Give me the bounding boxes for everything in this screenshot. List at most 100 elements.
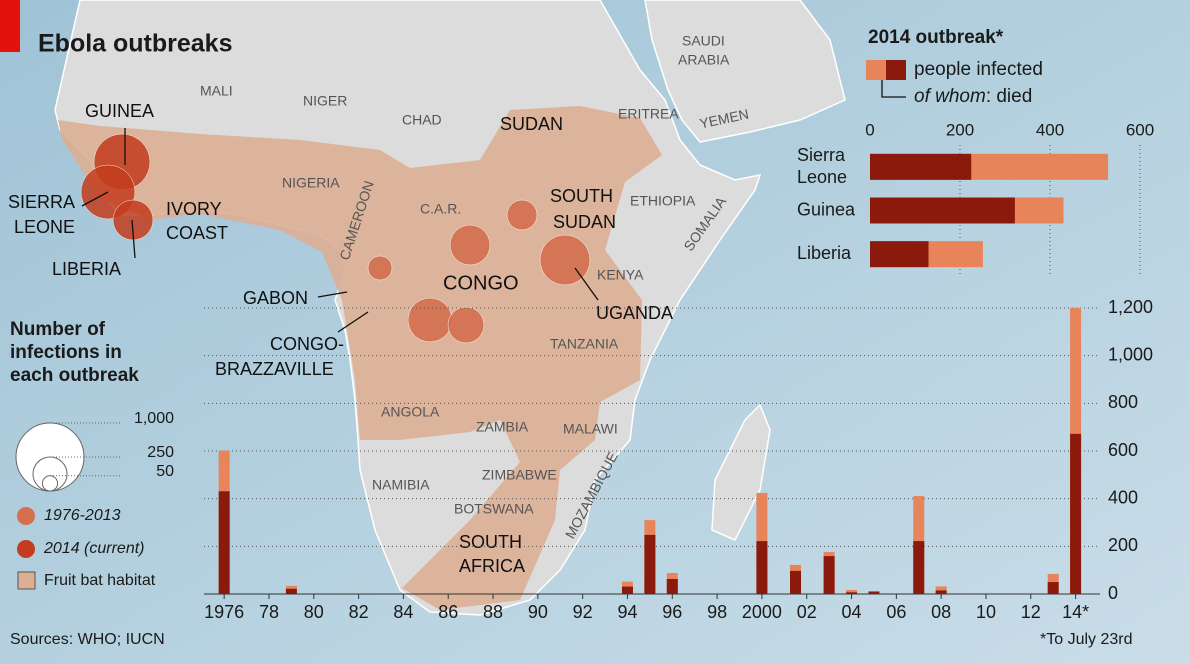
category-label: Sierra Leone [797, 145, 847, 187]
arabia [644, 0, 846, 143]
y-tick-label: 600 [1108, 440, 1138, 460]
country-label: ZIMBABWE [482, 467, 557, 483]
country-label: GUINEA [85, 101, 154, 121]
x-tick-label: 94 [617, 602, 637, 622]
country-label: MALI [200, 83, 233, 99]
legend-label: 2014 (current) [43, 540, 145, 557]
leader [574, 267, 599, 301]
bar [913, 541, 925, 594]
country-label: ANGOLA [381, 404, 440, 420]
x-tick-label: 86 [438, 602, 458, 622]
bar [935, 590, 947, 594]
country-label: SOUTH [550, 186, 613, 206]
y-tick-label: 0 [1108, 583, 1118, 603]
leader [317, 291, 348, 298]
legend-swatch [17, 507, 35, 525]
bar [756, 541, 768, 594]
x-tick-label: 84 [393, 602, 413, 622]
x-tick-label: 04 [842, 602, 862, 622]
past-outbreak [407, 297, 453, 343]
bar [621, 586, 633, 594]
x-tick-label: 400 [1036, 120, 1064, 139]
past-outbreak [367, 255, 393, 281]
country-label: ETHIOPIA [630, 193, 696, 209]
x-tick-label: 08 [931, 602, 951, 622]
x-tick-label: 600 [1126, 120, 1154, 139]
x-tick-label: 92 [573, 602, 593, 622]
country-label: ERITREA [618, 106, 679, 122]
country-label: GABON [243, 288, 308, 308]
legend-connector [881, 76, 906, 98]
x-tick-label: 88 [483, 602, 503, 622]
bar [823, 556, 835, 594]
country-label: LIBERIA [52, 259, 121, 279]
bar [1070, 433, 1082, 594]
x-tick-label: 0 [865, 120, 874, 139]
x-tick-label: 200 [946, 120, 974, 139]
y-tick-label: 1,000 [1108, 344, 1153, 364]
past-outbreak [449, 224, 491, 266]
country-label: SAUDI [682, 33, 725, 49]
x-tick-label: 96 [662, 602, 682, 622]
bat-habitat [58, 106, 662, 610]
x-tick-label: 10 [976, 602, 996, 622]
country-label: SIERRA [8, 192, 75, 212]
country-label: UGANDA [596, 303, 673, 323]
leaders [81, 128, 599, 333]
leader [131, 219, 136, 259]
country-label: IVORY [166, 199, 222, 219]
bar [846, 589, 858, 594]
footnote: *To July 23rd [1040, 631, 1133, 648]
x-tick-label: 78 [259, 602, 279, 622]
x-tick-label: 02 [797, 602, 817, 622]
size-label: 1,000 [134, 410, 174, 427]
x-tick-label: 80 [304, 602, 324, 622]
country-label: ZAMBIA [476, 419, 529, 435]
country-label: CONGO [443, 272, 519, 294]
map: MALI NIGER CHAD SUDAN ERITREA YEMEN SAUD… [8, 0, 846, 616]
country-label: NIGERIA [282, 175, 340, 191]
x-tick-label: 2000 [742, 602, 782, 622]
leader [81, 191, 109, 207]
bar [644, 534, 656, 594]
country-label: MALAWI [563, 421, 618, 437]
legend-swatch [17, 540, 35, 558]
bar [870, 153, 972, 180]
y-tick-label: 400 [1108, 487, 1138, 507]
past-outbreak [447, 306, 485, 344]
leader [337, 311, 369, 333]
country-label: ARABIA [678, 52, 730, 68]
x-tick-label: 06 [886, 602, 906, 622]
bar [870, 241, 929, 268]
country-label: BRAZZAVILLE [215, 359, 334, 379]
x-tick-label: 82 [349, 602, 369, 622]
country-label: SOUTH [459, 532, 522, 552]
bar [285, 588, 297, 594]
country-label: SUDAN [553, 212, 616, 232]
bar [218, 491, 230, 594]
legend-label: people infected [914, 59, 1043, 80]
size-circle [41, 475, 59, 492]
bar [870, 197, 1015, 224]
legend-title: Number of [10, 319, 106, 340]
category-label: Liberia [797, 243, 852, 263]
country-label: NIGER [303, 93, 347, 109]
bar [868, 591, 880, 594]
x-tick-label: 12 [1021, 602, 1041, 622]
country-label: LEONE [14, 217, 75, 237]
size-label: 50 [156, 463, 174, 480]
country-label: TANZANIA [550, 336, 619, 352]
bar [846, 592, 858, 594]
country-label: KENYA [597, 267, 644, 283]
country-label: COAST [166, 223, 228, 243]
country-label: BOTSWANA [454, 501, 534, 517]
country-label: CHAD [402, 112, 442, 128]
bar [666, 578, 678, 594]
x-tick-label: 14* [1062, 602, 1089, 622]
size-legend: Number of infections in each outbreak 19… [10, 319, 156, 590]
chart-title: 2014 outbreak* [868, 27, 1004, 48]
title: Ebola outbreaks [38, 30, 233, 58]
bar [790, 570, 802, 594]
legend-swatch [17, 571, 36, 590]
